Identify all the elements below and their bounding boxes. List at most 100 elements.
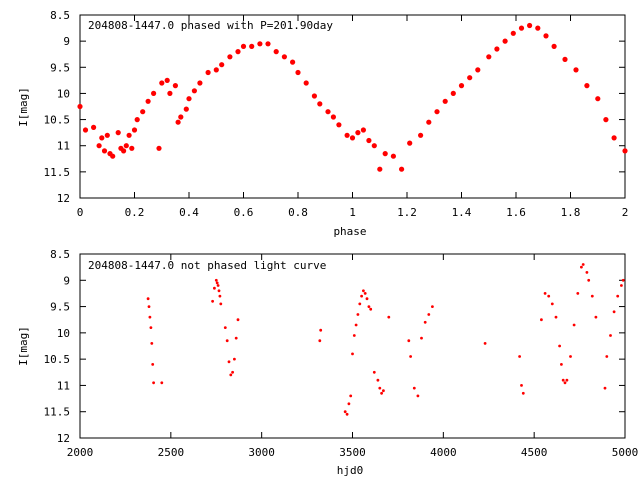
data-point [216, 284, 220, 287]
data-point [354, 323, 358, 327]
y-tick-label: 9.5 [50, 301, 70, 314]
phased-data-points [77, 22, 628, 172]
unphased-plot-frame [79, 253, 626, 439]
data-point [450, 90, 456, 96]
data-point [427, 313, 431, 316]
x-tick-label: 1.4 [452, 206, 472, 219]
data-point [369, 307, 373, 311]
data-point [82, 127, 89, 133]
data-point [554, 315, 558, 319]
x-tick-label: 2000 [67, 446, 94, 459]
x-tick-label: 5000 [612, 446, 639, 459]
data-point [273, 49, 279, 55]
y-tick-label: 10 [57, 327, 70, 340]
x-tick-label: 1.6 [506, 206, 526, 219]
data-point [344, 132, 350, 138]
data-point [616, 294, 620, 298]
data-point [561, 378, 565, 382]
data-point [518, 355, 521, 358]
x-tick-label: 4500 [521, 446, 548, 459]
x-tick-label: 3500 [339, 446, 366, 459]
data-point [104, 132, 110, 138]
data-point [317, 101, 323, 107]
x-tick-label: 2500 [158, 446, 185, 459]
data-point [311, 93, 317, 99]
data-point [603, 386, 607, 390]
data-point [527, 22, 533, 29]
data-point [319, 328, 323, 332]
data-point [175, 119, 181, 125]
data-point [215, 281, 219, 285]
data-point [423, 320, 427, 324]
data-point [486, 54, 492, 60]
data-point [562, 56, 568, 63]
data-point [303, 80, 309, 86]
data-point [281, 54, 287, 60]
data-point [475, 67, 481, 73]
data-point [178, 114, 184, 120]
data-point [349, 394, 353, 398]
data-point [160, 381, 164, 385]
data-point [360, 127, 366, 133]
data-point [399, 166, 405, 172]
x-tick-label: 1 [349, 206, 356, 219]
data-point [219, 62, 225, 68]
data-point [145, 98, 151, 104]
data-point [345, 412, 349, 416]
data-point [336, 122, 342, 128]
data-point [494, 46, 500, 52]
data-point [123, 143, 129, 149]
data-point [229, 373, 233, 377]
data-point [442, 98, 448, 104]
data-point [409, 355, 412, 358]
data-point [416, 394, 420, 398]
data-point [356, 313, 360, 316]
x-tick-label: 0.6 [234, 206, 254, 219]
data-point [362, 289, 365, 293]
x-tick-label: 0 [77, 206, 84, 219]
data-point [186, 96, 192, 102]
data-point [390, 153, 396, 159]
data-point [325, 109, 331, 115]
data-point [622, 148, 628, 154]
data-point [426, 119, 432, 125]
x-tick-label: 0.8 [288, 206, 308, 219]
data-point [587, 278, 591, 282]
data-point [217, 289, 221, 293]
data-point [603, 117, 609, 123]
data-point [148, 315, 152, 319]
data-point [581, 263, 585, 266]
data-point [115, 130, 121, 136]
data-point [110, 153, 116, 159]
x-tick-label: 0.4 [179, 206, 199, 219]
data-point [363, 292, 367, 295]
y-tick-label: 10 [57, 87, 70, 100]
data-point [407, 140, 413, 146]
data-point [458, 83, 465, 89]
data-point [543, 292, 547, 295]
data-point [205, 69, 211, 76]
y-tick-label: 11 [57, 140, 70, 153]
data-point [129, 145, 135, 151]
data-point [420, 336, 423, 340]
unphased-chart-title: 204808-1447.0 not phased light curve [88, 259, 326, 272]
data-point [257, 41, 263, 47]
data-point [159, 80, 165, 86]
phased-axis-ticks: 0 0.2 0.4 0.6 0.8 1 1.2 1.4 1.6 1.8 2 8.5 9 9.5 10 10.5… [44, 9, 629, 219]
data-point [191, 88, 197, 94]
data-point [146, 297, 150, 301]
phased-light-curve-panel: 0 0.2 0.4 0.6 0.8 1 1.2 1.4 1.6 1.8 2 8.5 9 9.5 10 10.5… [17, 9, 628, 238]
data-point [96, 143, 102, 149]
data-point [387, 315, 391, 319]
data-point [612, 310, 616, 314]
data-point [365, 297, 369, 301]
data-point [576, 292, 580, 295]
data-point [382, 389, 385, 393]
data-point [347, 402, 351, 406]
data-point [376, 378, 380, 382]
data-point [343, 410, 347, 414]
data-point [380, 391, 383, 395]
unphased-light-curve-panel: 2000 2500 3000 3500 4000 4500 5000 8.5 9 9.5 10 10.… [17, 248, 638, 477]
data-point [349, 135, 356, 141]
